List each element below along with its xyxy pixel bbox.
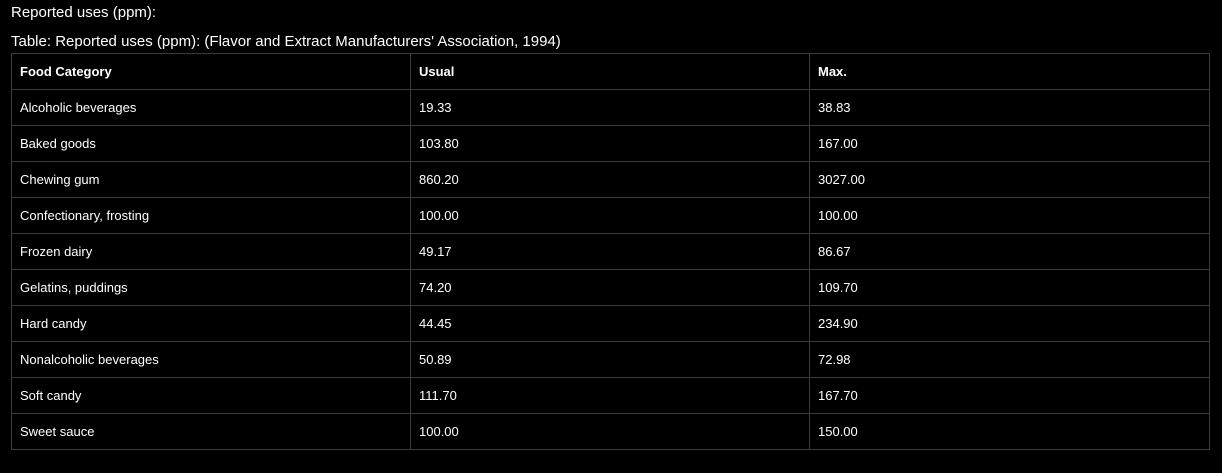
cell-usual: 100.00: [410, 197, 810, 234]
cell-usual: 100.00: [410, 413, 810, 450]
table-caption: Table: Reported uses (ppm): (Flavor and …: [11, 33, 561, 50]
cell-food-category: Sweet sauce: [11, 413, 411, 450]
cell-max: 100.00: [809, 197, 1210, 234]
table-header: Food Category Usual Max.: [11, 53, 1210, 90]
cell-usual: 44.45: [410, 305, 810, 342]
cell-food-category: Frozen dairy: [11, 233, 411, 270]
table-row: Confectionary, frosting 100.00 100.00: [11, 197, 1210, 234]
header-row: Food Category Usual Max.: [11, 53, 1210, 90]
cell-food-category: Nonalcoholic beverages: [11, 341, 411, 378]
cell-max: 3027.00: [809, 161, 1210, 198]
cell-usual: 103.80: [410, 125, 810, 162]
header-usual: Usual: [410, 53, 810, 90]
cell-usual: 19.33: [410, 89, 810, 126]
cell-max: 38.83: [809, 89, 1210, 126]
table-body: Alcoholic beverages 19.33 38.83 Baked go…: [11, 89, 1210, 450]
table-row: Frozen dairy 49.17 86.67: [11, 233, 1210, 270]
cell-food-category: Soft candy: [11, 377, 411, 414]
table-row: Chewing gum 860.20 3027.00: [11, 161, 1210, 198]
cell-usual: 860.20: [410, 161, 810, 198]
cell-usual: 49.17: [410, 233, 810, 270]
cell-usual: 74.20: [410, 269, 810, 306]
cell-food-category: Confectionary, frosting: [11, 197, 411, 234]
cell-max: 109.70: [809, 269, 1210, 306]
table-row: Soft candy 111.70 167.70: [11, 377, 1210, 414]
cell-food-category: Chewing gum: [11, 161, 411, 198]
table-row: Nonalcoholic beverages 50.89 72.98: [11, 341, 1210, 378]
table-row: Gelatins, puddings 74.20 109.70: [11, 269, 1210, 306]
table-row: Sweet sauce 100.00 150.00: [11, 413, 1210, 450]
cell-max: 86.67: [809, 233, 1210, 270]
table-row: Hard candy 44.45 234.90: [11, 305, 1210, 342]
cell-food-category: Gelatins, puddings: [11, 269, 411, 306]
cell-usual: 111.70: [410, 377, 810, 414]
cell-max: 72.98: [809, 341, 1210, 378]
cell-food-category: Alcoholic beverages: [11, 89, 411, 126]
table-row: Alcoholic beverages 19.33 38.83: [11, 89, 1210, 126]
header-max: Max.: [809, 53, 1210, 90]
cell-usual: 50.89: [410, 341, 810, 378]
cell-max: 234.90: [809, 305, 1210, 342]
reported-uses-table: Food Category Usual Max. Alcoholic bever…: [11, 53, 1210, 450]
table-row: Baked goods 103.80 167.00: [11, 125, 1210, 162]
cell-food-category: Baked goods: [11, 125, 411, 162]
section-heading: Reported uses (ppm):: [11, 4, 157, 21]
cell-max: 150.00: [809, 413, 1210, 450]
cell-max: 167.70: [809, 377, 1210, 414]
cell-max: 167.00: [809, 125, 1210, 162]
header-food-category: Food Category: [11, 53, 411, 90]
cell-food-category: Hard candy: [11, 305, 411, 342]
